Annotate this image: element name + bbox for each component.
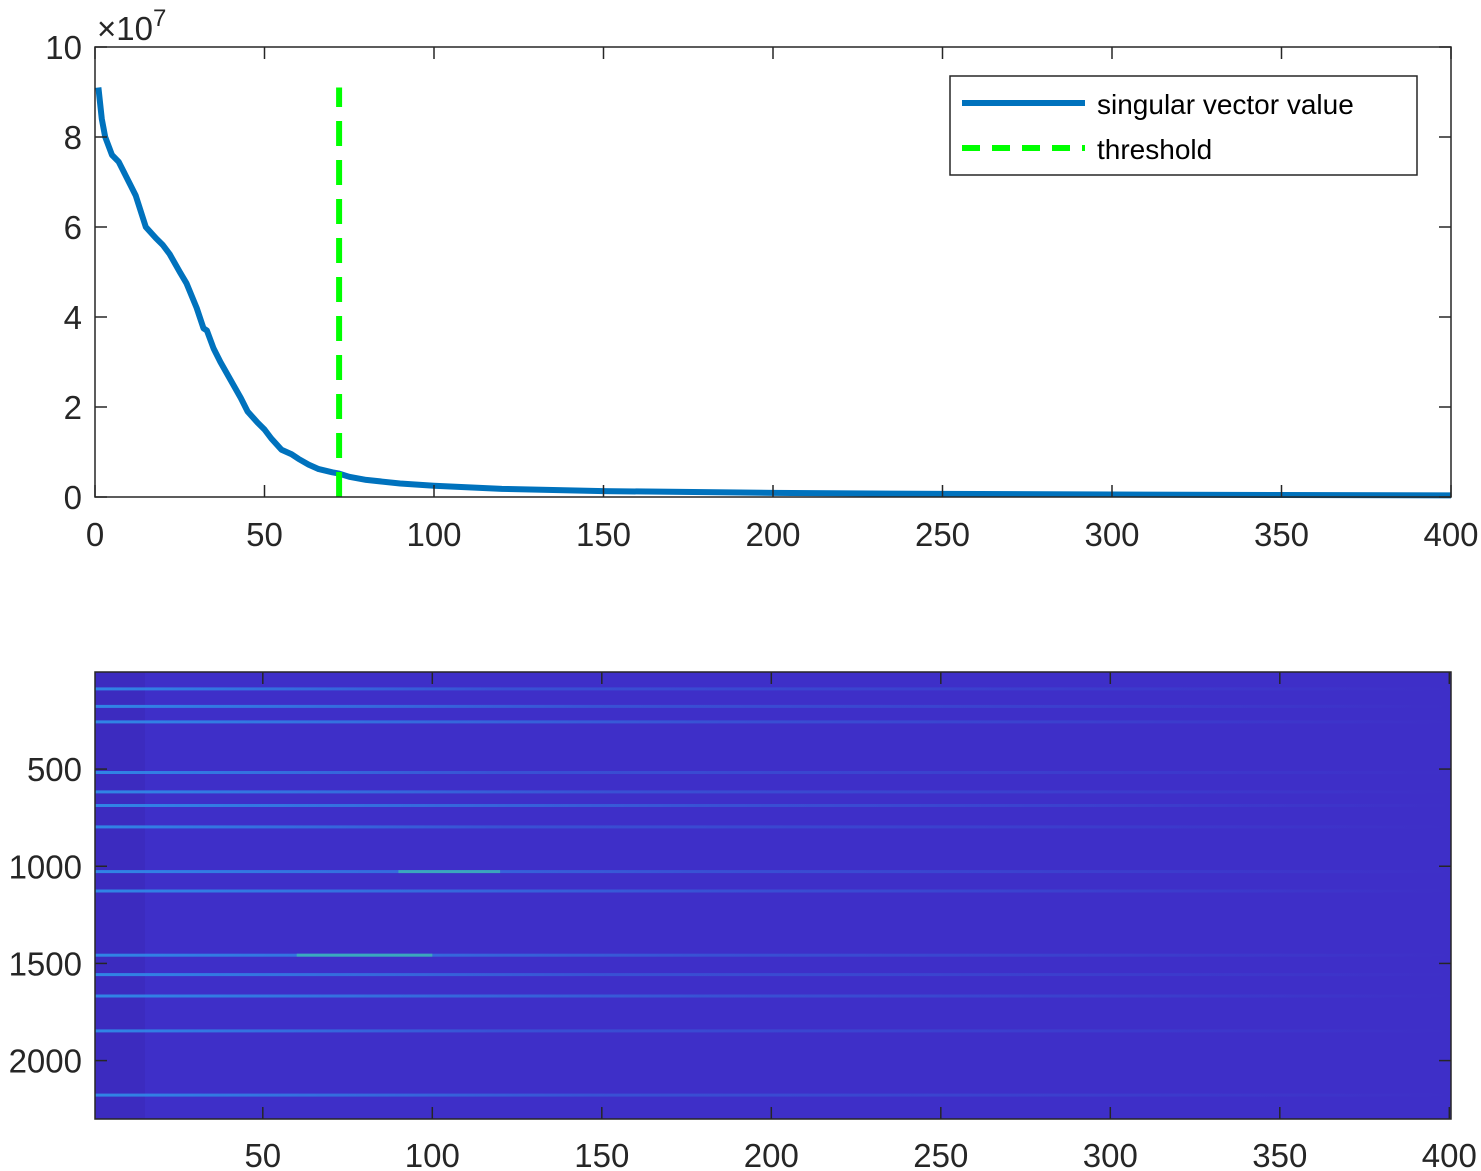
top-axes: 0 50 100 150 200 250 300 350 400 0 2 4 6 8 10 ×107 si… xyxy=(45,5,1478,553)
bottom-axes-box xyxy=(94,671,1452,1120)
bottom-x-tick-label: 250 xyxy=(913,1137,968,1171)
bottom-x-tick-label: 150 xyxy=(574,1137,629,1171)
bottom-x-tick-label: 350 xyxy=(1252,1137,1307,1171)
series-line-singular-vector-value xyxy=(95,87,1452,499)
top-y-tick-label: 2 xyxy=(64,389,82,426)
top-x-tick-label: 50 xyxy=(246,516,283,553)
heatmap-bright-row xyxy=(95,804,1451,807)
bottom-x-tick-label: 300 xyxy=(1083,1137,1138,1171)
top-y-tick-label: 0 xyxy=(64,479,82,516)
top-x-tick-label: 250 xyxy=(915,516,970,553)
bottom-x-tick-label: 200 xyxy=(744,1137,799,1171)
heatmap-bright-row xyxy=(95,889,1451,893)
top-x-tick-label: 200 xyxy=(745,516,800,553)
top-x-ticks: 0 50 100 150 200 250 300 350 400 xyxy=(86,47,1479,553)
heatmap-bright-row xyxy=(95,994,1451,998)
heatmap-bright-row xyxy=(95,687,1451,691)
heatmap-bright-row xyxy=(95,973,1451,977)
heatmap-image xyxy=(95,672,1451,1119)
heatmap-peak xyxy=(398,870,501,874)
top-y-tick-label: 4 xyxy=(64,299,82,336)
top-x-tick-label: 100 xyxy=(406,516,461,553)
top-y-ticks: 0 2 4 6 8 10 xyxy=(45,29,1451,516)
bottom-y-tick-label: 1000 xyxy=(9,848,82,885)
heatmap-background xyxy=(95,672,1451,1119)
top-y-tick-label: 10 xyxy=(45,29,82,66)
heatmap-bright-row xyxy=(95,1029,1451,1033)
heatmap-bright-row xyxy=(95,771,1451,774)
bottom-x-tick-label: 50 xyxy=(244,1137,281,1171)
legend: singular vector value threshold xyxy=(949,75,1418,176)
heatmap-left-strip xyxy=(95,672,145,1119)
bottom-x-ticks: 50 100 150 200 250 300 350 400 xyxy=(244,672,1477,1171)
top-x-tick-label: 0 xyxy=(86,516,104,553)
legend-label-singular: singular vector value xyxy=(1097,89,1354,120)
heatmap-bright-row xyxy=(95,953,1451,957)
top-x-tick-label: 350 xyxy=(1254,516,1309,553)
top-series-group xyxy=(95,87,1452,499)
bottom-y-ticks: 500 1000 1500 2000 xyxy=(9,751,1451,1080)
heatmap-bright-row xyxy=(95,704,1451,708)
bottom-y-tick-label: 2000 xyxy=(9,1043,82,1080)
heatmap-bright-row xyxy=(95,825,1451,829)
y-exponent-label: ×107 xyxy=(97,5,166,47)
legend-label-threshold: threshold xyxy=(1097,134,1212,165)
bottom-x-tick-label: 100 xyxy=(405,1137,460,1171)
bottom-y-tick-label: 1500 xyxy=(9,945,82,982)
top-y-tick-label: 6 xyxy=(64,209,82,246)
bottom-axes: 50 100 150 200 250 300 350 400 500 1000 1500 2000 xyxy=(9,671,1477,1171)
top-y-tick-label: 8 xyxy=(64,119,82,156)
top-x-tick-label: 150 xyxy=(576,516,631,553)
bottom-y-tick-label: 500 xyxy=(27,751,82,788)
heatmap-peak xyxy=(296,953,433,957)
heatmap-bright-row xyxy=(95,790,1451,794)
heatmap-bright-row xyxy=(95,720,1451,724)
top-x-tick-label: 300 xyxy=(1084,516,1139,553)
top-x-tick-label: 400 xyxy=(1423,516,1478,553)
heatmap-bright-row xyxy=(95,1093,1451,1097)
legend-box xyxy=(949,75,1418,176)
bottom-x-tick-label: 400 xyxy=(1422,1137,1477,1171)
heatmap-bright-row xyxy=(95,870,1451,874)
